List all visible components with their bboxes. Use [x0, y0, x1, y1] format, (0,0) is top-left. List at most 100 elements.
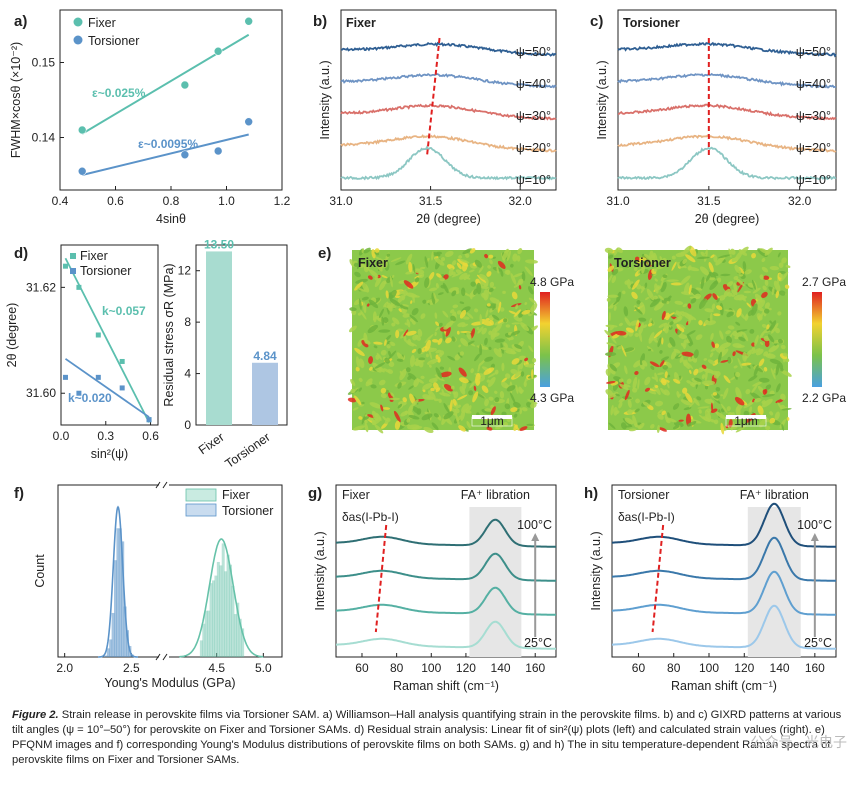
map-grain	[657, 372, 665, 376]
map-grain	[489, 319, 494, 326]
map-grain	[687, 265, 692, 271]
map-grain	[410, 300, 413, 304]
category-label: Torsioner	[223, 430, 273, 471]
map-grain	[660, 377, 667, 386]
map-grain	[494, 338, 505, 343]
y-tick-label: 0.14	[32, 131, 56, 145]
raman-panel-title: Torsioner	[618, 488, 669, 502]
map-grain	[719, 330, 724, 340]
legend-label: Torsioner	[222, 504, 273, 518]
map-grain	[628, 428, 637, 432]
map-grain	[479, 376, 486, 382]
map-grain	[409, 393, 416, 405]
x-tick-label: 32.0	[788, 194, 812, 208]
map-grain	[662, 364, 668, 370]
map-grain	[350, 378, 356, 387]
x-tick-label: 5.0	[255, 661, 272, 675]
map-grain	[716, 298, 720, 303]
map-grain	[434, 398, 440, 402]
scale-bar-label: 1μm	[480, 414, 504, 428]
temp-low-label: 25°C	[524, 636, 552, 650]
map-grain	[716, 277, 722, 283]
map-grain	[412, 293, 415, 304]
raman-curve	[612, 536, 836, 582]
map-grain	[669, 336, 676, 347]
map-grain	[456, 310, 462, 315]
bar	[206, 251, 232, 425]
x-tick-label: 0.3	[97, 429, 114, 443]
map-grain	[744, 313, 749, 321]
map-grain	[671, 261, 677, 271]
map-grain	[348, 325, 357, 333]
map-grain	[461, 323, 469, 328]
map-grain	[462, 248, 473, 255]
map-grain	[427, 390, 436, 400]
map-grain	[449, 399, 453, 412]
map-grain	[436, 273, 442, 278]
map-grain	[735, 278, 745, 287]
map-grain	[639, 353, 645, 366]
y-tick-label: 8	[184, 315, 191, 329]
map-grain	[512, 253, 518, 262]
hist-bar	[114, 560, 117, 657]
map-grain	[501, 381, 509, 389]
map-grain	[374, 276, 382, 288]
map-grain	[501, 411, 507, 416]
map-grain	[710, 254, 715, 259]
map-grain	[738, 249, 748, 256]
map-grain	[528, 363, 535, 366]
map-grain	[439, 277, 445, 282]
map-grain	[358, 358, 365, 369]
map-grain	[618, 401, 623, 409]
map-grain	[635, 398, 640, 404]
map-grain	[710, 347, 717, 352]
map-grain	[494, 397, 500, 403]
map-grain	[519, 426, 528, 432]
axis-break-mark	[155, 653, 168, 661]
map-grain	[735, 387, 742, 400]
map-grain	[662, 274, 668, 279]
x-tick-label: 120	[734, 661, 754, 675]
map-grain	[705, 272, 712, 282]
map-grain	[528, 286, 534, 295]
map-grain	[361, 339, 369, 348]
map-grain	[646, 346, 654, 352]
map-grain	[732, 351, 736, 357]
map-grain	[445, 337, 452, 344]
map-grain	[407, 424, 420, 430]
map-grain	[454, 408, 460, 414]
data-point	[180, 150, 190, 160]
map-grain	[431, 422, 439, 431]
hist-bar	[228, 564, 232, 657]
map-grain	[389, 275, 393, 288]
map-grain	[654, 385, 659, 389]
map-grain	[765, 425, 771, 431]
map-grain	[374, 362, 386, 369]
legend-swatch	[185, 503, 217, 517]
map-grain	[374, 413, 378, 418]
map-grain	[353, 395, 362, 406]
map-grain	[417, 328, 423, 337]
map-grain	[701, 364, 707, 370]
map-grain	[397, 403, 403, 409]
map-grain	[749, 406, 753, 413]
xrd-panel-title: Torsioner	[623, 16, 680, 30]
map-grain	[380, 393, 387, 399]
map-grain	[380, 404, 384, 412]
map-grain	[488, 346, 492, 350]
y-tick-label: 31.62	[26, 280, 56, 294]
map-grain	[503, 421, 508, 427]
map-grain	[484, 254, 489, 259]
map-grain	[775, 383, 781, 393]
map-grain	[668, 322, 672, 328]
map-grain	[469, 248, 476, 254]
map-grain	[738, 336, 746, 342]
hist-bar	[106, 648, 110, 657]
map-grain	[451, 290, 457, 297]
map-grain	[448, 286, 459, 293]
map-grain	[392, 317, 400, 325]
map-grain	[672, 425, 680, 430]
map-grain	[443, 274, 449, 280]
map-grain	[698, 320, 703, 326]
x-tick-label: 0.6	[107, 194, 124, 208]
